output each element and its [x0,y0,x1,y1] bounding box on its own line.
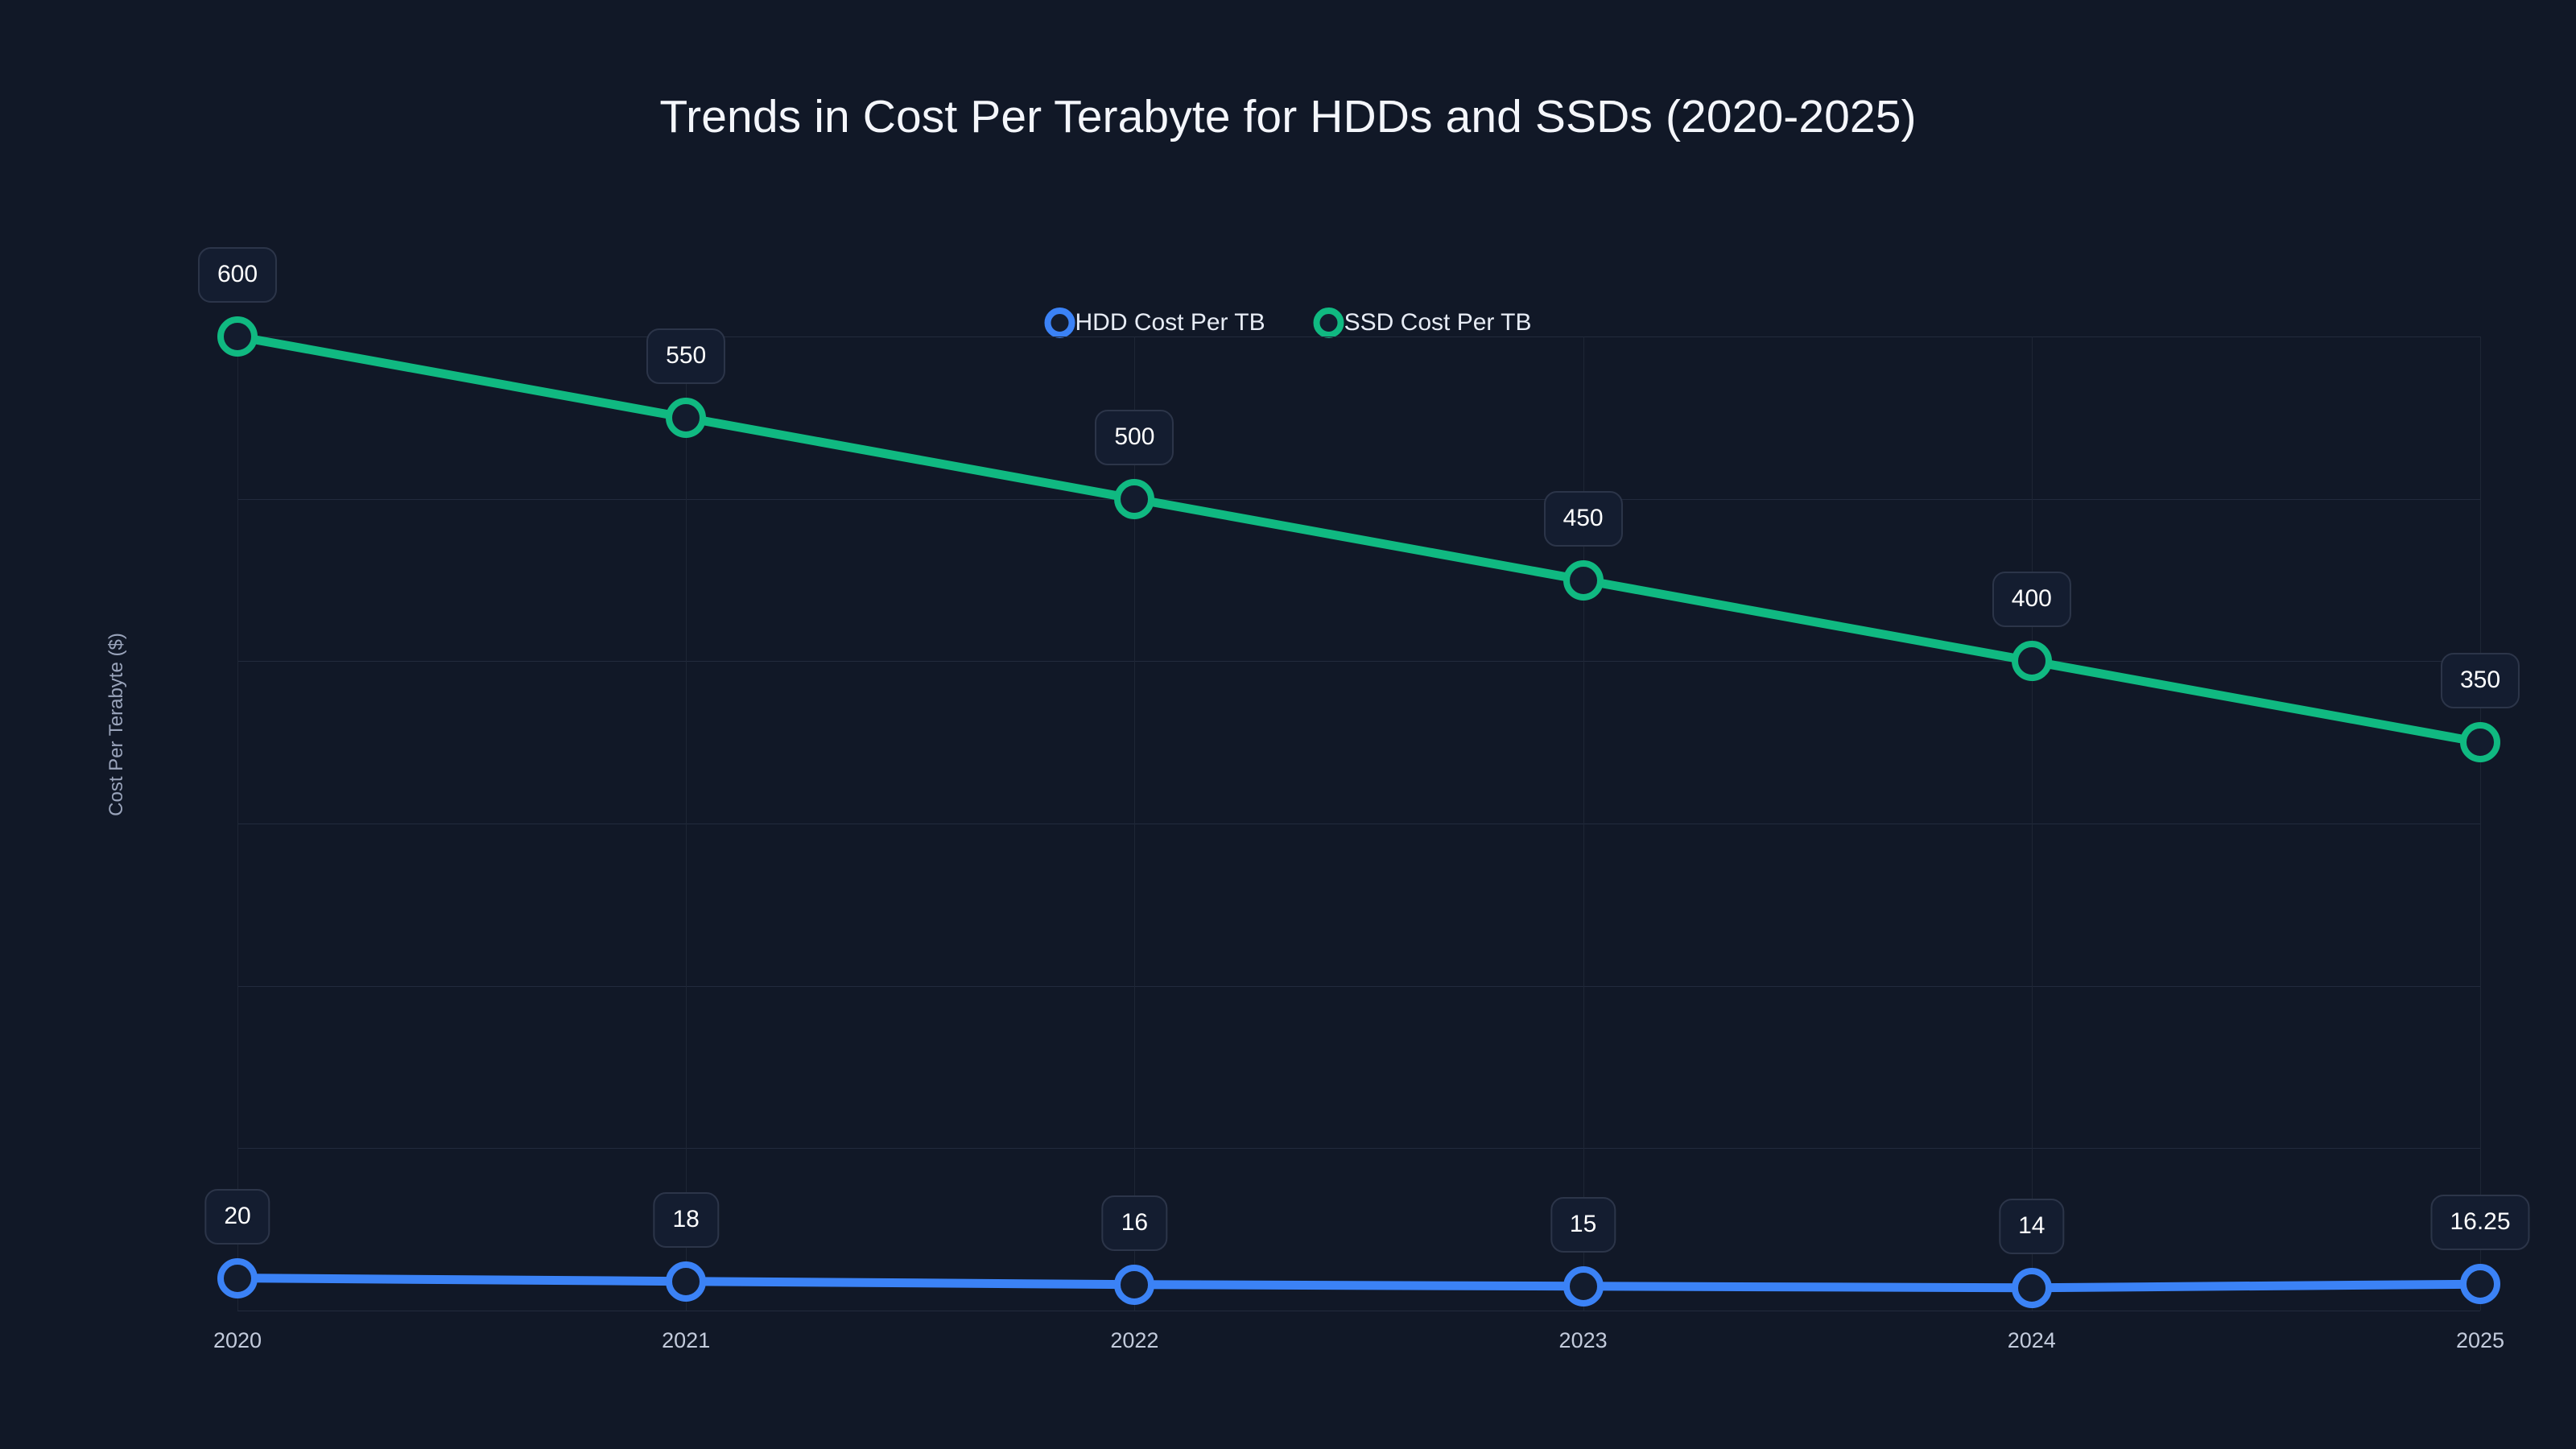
gridline-vertical [1134,336,1136,1311]
x-axis-tick-label: 2023 [1558,1328,1608,1352]
gridline-vertical [2031,336,2033,1311]
data-point-label: 350 [2440,653,2520,709]
x-axis-tick-label: 2022 [1110,1328,1159,1352]
data-point-label: 400 [1992,572,2071,628]
data-point-marker[interactable] [1563,559,1604,601]
data-point-marker[interactable] [1114,1264,1155,1305]
data-point-marker[interactable] [1114,478,1155,519]
gridline-horizontal [237,1148,2480,1150]
data-point-label: 16.25 [2430,1195,2530,1251]
gridline-horizontal [237,336,2480,337]
data-point-marker[interactable] [2460,722,2500,763]
data-point-marker[interactable] [2460,1264,2500,1305]
data-point-label: 14 [1999,1198,2065,1254]
chart-legend: HDD Cost Per TB SSD Cost Per TB [1044,308,1532,338]
data-point-label: 500 [1095,409,1174,465]
data-point-marker[interactable] [2011,641,2052,682]
data-point-marker[interactable] [217,1257,258,1298]
circle-ring-icon [1044,308,1075,338]
gridline-vertical [1583,336,1584,1311]
x-axis-tick-label: 2025 [2455,1328,2505,1352]
gridline-horizontal [237,661,2480,663]
x-axis-tick-label: 2020 [213,1328,262,1352]
data-point-label: 550 [646,328,726,384]
data-point-marker[interactable] [1563,1265,1604,1307]
gridline-vertical [2480,336,2481,1311]
gridline-horizontal [237,498,2480,500]
gridline-vertical [686,336,687,1311]
data-point-marker[interactable] [666,397,707,438]
data-point-label: 16 [1101,1195,1168,1251]
data-point-label: 20 [204,1188,270,1245]
legend-label: SSD Cost Per TB [1344,309,1532,336]
data-point-marker[interactable] [666,1261,707,1302]
series-line [233,1274,2485,1293]
data-point-label: 600 [197,247,278,303]
series-line [233,332,2485,747]
legend-label: HDD Cost Per TB [1075,309,1265,336]
gridline-horizontal [237,985,2480,987]
x-axis-tick-label: 2021 [662,1328,711,1352]
data-point-marker[interactable] [2011,1267,2052,1308]
data-point-label: 18 [653,1191,719,1248]
gridline-vertical [237,336,238,1311]
data-point-label: 450 [1543,490,1623,547]
data-point-marker[interactable] [217,316,258,357]
x-axis-tick-label: 2024 [2007,1328,2056,1352]
data-point-label: 15 [1550,1196,1616,1253]
plot-area: 20 18 16 15 14 16.25 600 550 500 450 400 350 [197,247,2530,1311]
legend-item-hdd[interactable]: HDD Cost Per TB [1044,308,1265,338]
y-axis-title: Cost Per Terabyte ($) [105,633,127,816]
legend-item-ssd[interactable]: SSD Cost Per TB [1313,308,1532,338]
chart-title: Trends in Cost Per Terabyte for HDDs and… [659,91,1917,142]
circle-ring-icon [1313,308,1344,338]
